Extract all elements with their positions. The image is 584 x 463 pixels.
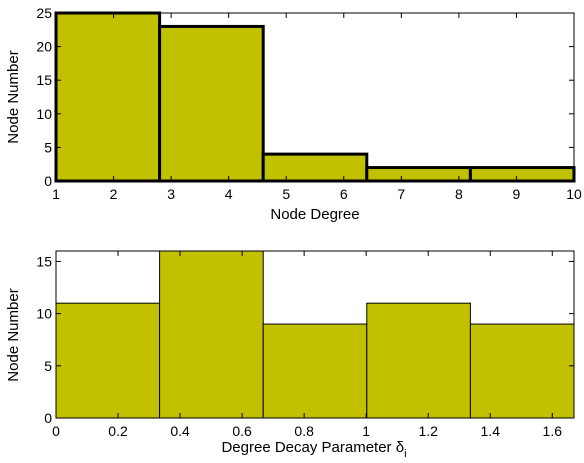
histogram-bar-3 [261, 152, 369, 183]
x-tick-label: 0.2 [108, 423, 128, 439]
x-tick-label: 0.8 [294, 423, 314, 439]
x-tick-label: 4 [225, 186, 233, 202]
y-tick-label: 10 [36, 106, 52, 122]
y-axis-label: Node Number [5, 288, 22, 381]
chart-degree-decay: 0 0.2 0.4 0.6 0.8 1 1.2 1.4 1.6 0 5 10 15 Degree Dec… [5, 250, 575, 460]
plot-frame [55, 250, 575, 419]
x-axis-label-main: Degree Decay Parameter δ [221, 439, 404, 456]
x-axis-label-subscript: i [404, 448, 406, 460]
y-tick-label: 10 [36, 306, 52, 322]
x-tick-label: 9 [513, 186, 521, 202]
x-tick-label: 10 [566, 186, 582, 202]
x-tick-label: 6 [340, 186, 348, 202]
bars [55, 250, 575, 419]
x-tick-label: 8 [455, 186, 463, 202]
y-tick-label: 5 [44, 139, 52, 155]
x-tick-label: 1.4 [481, 423, 501, 439]
y-tick-label: 0 [44, 410, 52, 426]
x-tick-label: 5 [282, 186, 290, 202]
y-tick-label: 0 [44, 173, 52, 189]
x-tick-label: 7 [397, 186, 405, 202]
y-tick-label: 5 [44, 358, 52, 374]
x-axis-label: Degree Decay Parameter δi [221, 439, 406, 460]
ticks: 0 0.2 0.4 0.6 0.8 1 1.2 1.4 1.6 0 5 10 15 [36, 251, 574, 439]
histogram-bar-2 [159, 250, 264, 419]
chart-node-degree: 1 2 3 4 5 6 7 8 9 10 0 5 10 15 20 25 Node Degree Node N… [5, 5, 582, 223]
y-tick-label: 25 [36, 5, 52, 21]
y-tick-label: 15 [36, 72, 52, 88]
x-tick-label: 0.4 [170, 423, 190, 439]
histogram-bar-1 [54, 11, 162, 183]
x-tick-label: 1.6 [543, 423, 563, 439]
x-tick-label: 2 [110, 186, 118, 202]
x-tick-label: 1.2 [418, 423, 438, 439]
plot-frame [55, 12, 575, 182]
x-tick-label: 0.6 [232, 423, 252, 439]
y-tick-label: 20 [36, 39, 52, 55]
x-tick-label: 3 [167, 186, 175, 202]
x-axis-label: Node Degree [270, 206, 359, 223]
y-tick-label: 15 [36, 253, 52, 269]
histogram-bar-4 [366, 302, 471, 419]
histogram-bar-2 [158, 24, 265, 183]
ticks: 1 2 3 4 5 6 7 8 9 10 0 5 10 15 20 25 [36, 5, 582, 202]
histogram-bar-1 [55, 302, 161, 419]
y-axis-label: Node Number [5, 50, 22, 143]
x-tick-label: 1 [362, 423, 370, 439]
histogram-bar-4 [365, 166, 472, 183]
histogram-bar-5 [469, 323, 575, 419]
x-tick-label: 0 [52, 423, 60, 439]
histogram-bar-5 [468, 166, 576, 183]
x-tick-label: 1 [52, 186, 60, 202]
bars [54, 11, 576, 183]
histogram-bar-3 [262, 323, 368, 419]
